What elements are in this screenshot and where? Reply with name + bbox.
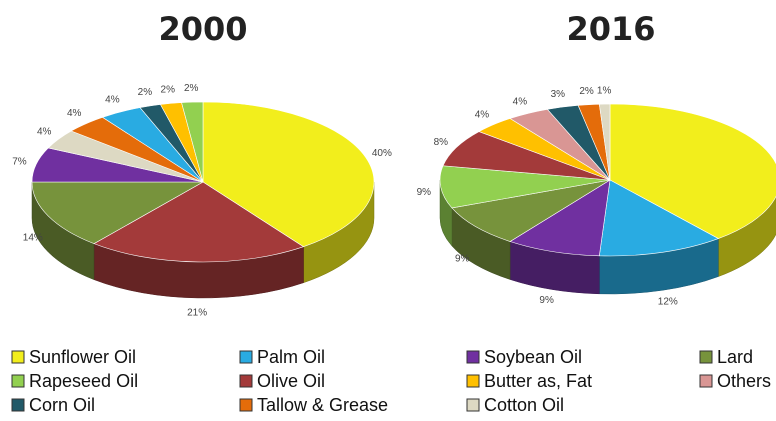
data-label: 4%	[105, 94, 120, 105]
data-label: 3%	[551, 89, 566, 100]
data-label: 9%	[417, 187, 432, 198]
legend-label: Palm Oil	[257, 347, 325, 367]
pie-slice	[439, 165, 611, 209]
data-label: 14%	[23, 233, 43, 244]
data-label: 9%	[539, 295, 554, 306]
legend-swatch	[466, 350, 480, 364]
legend-label: Sunflower Oil	[29, 347, 136, 367]
data-label: 8%	[434, 137, 449, 148]
legend-swatch	[239, 398, 253, 412]
data-label: 2%	[184, 83, 199, 94]
legend-swatch	[239, 374, 253, 388]
legend-swatch	[699, 350, 713, 364]
data-label: 7%	[12, 156, 27, 167]
legend-swatch	[466, 398, 480, 412]
pie-slice	[202, 101, 375, 248]
chart-title: 2000	[158, 10, 247, 48]
pie-slice	[93, 181, 305, 263]
pie-slice	[509, 179, 611, 257]
legend-swatch	[699, 374, 713, 388]
legend-label: Olive Oil	[257, 371, 325, 391]
data-label: 4%	[475, 110, 490, 121]
legend-swatch	[11, 374, 25, 388]
data-label: 2%	[161, 84, 176, 95]
legend-label: Others	[717, 371, 771, 391]
legend-label: Corn Oil	[29, 395, 95, 415]
pie-slice	[598, 103, 611, 181]
data-label: 4%	[37, 126, 52, 137]
data-label: 4%	[67, 108, 82, 119]
pie-slice	[609, 103, 776, 239]
data-label: 2%	[138, 87, 153, 98]
data-label: 21%	[187, 307, 207, 318]
chart-title: 2016	[566, 10, 655, 48]
pie-slice	[598, 179, 720, 257]
data-label: 12%	[658, 296, 678, 307]
data-label: 40%	[372, 148, 392, 159]
pie-slice	[31, 181, 205, 244]
legend-label: Cotton Oil	[484, 395, 564, 415]
legend-swatch	[11, 398, 25, 412]
legend-swatch	[239, 350, 253, 364]
pie-slice	[181, 101, 204, 183]
data-label: 1%	[597, 85, 612, 96]
pie-slice	[451, 179, 611, 242]
legend-label: Butter as, Fat	[484, 371, 592, 391]
legend-swatch	[11, 350, 25, 364]
data-label: 9%	[455, 253, 470, 264]
legend-swatch	[466, 374, 480, 388]
legend-label: Soybean Oil	[484, 347, 582, 367]
data-label: 4%	[513, 96, 528, 107]
legend-label: Lard	[717, 347, 753, 367]
legend-label: Rapeseed Oil	[29, 371, 138, 391]
data-label: 2%	[579, 86, 594, 97]
legend-label: Tallow & Grease	[257, 395, 388, 415]
